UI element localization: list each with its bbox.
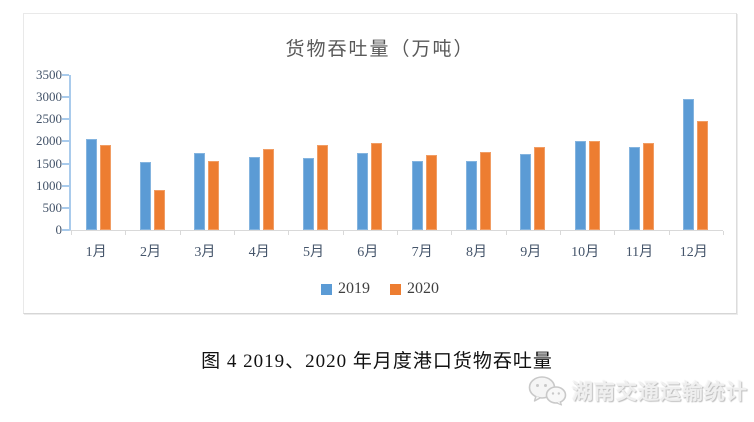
legend-item-2020: 2020 <box>390 280 439 298</box>
bar-2019-11月 <box>628 147 640 230</box>
x-tick-label: 8月 <box>465 245 487 260</box>
bar-2019-10月 <box>574 140 586 230</box>
bar-group <box>71 75 125 230</box>
bar-group <box>397 75 451 230</box>
y-tick-mark <box>62 206 69 209</box>
legend-label: 2020 <box>407 280 439 297</box>
chart-panel: 货物吞吐量（万吨） 0 500 1000 1500 2000 2500 3000 3500 1… <box>23 13 737 314</box>
x-tick-mark <box>614 231 616 235</box>
bar-2020-8月 <box>479 152 491 230</box>
watermark: 湖南交通运输统计 <box>527 375 748 406</box>
bar-2019-5月 <box>302 158 314 230</box>
y-tick-mark <box>62 184 69 187</box>
x-tick-mark <box>451 231 453 235</box>
bar-2019-1月 <box>85 138 97 230</box>
bar-2020-7月 <box>425 155 437 230</box>
bar-2020-9月 <box>534 146 546 230</box>
x-axis-labels: 1月 2月 3月 4月 5月 6月 7月 8月 9月 10月 11月 12月 <box>69 241 721 261</box>
x-tick-mark <box>125 231 127 235</box>
watermark-text: 湖南交通运输统计 <box>572 379 748 404</box>
y-tick-mark <box>62 229 69 231</box>
bar-2019-9月 <box>520 154 532 230</box>
x-tick-label: 12月 <box>679 245 708 260</box>
y-tick-mark <box>62 162 69 165</box>
y-tick-label: 3000 <box>36 89 62 105</box>
x-tick-mark <box>560 231 561 235</box>
bar-2020-1月 <box>99 145 111 230</box>
x-tick-label: 2月 <box>139 245 161 260</box>
bar-2019-7月 <box>411 161 423 230</box>
y-tick-label: 1000 <box>36 177 62 193</box>
y-axis-labels: 0 500 1000 1500 2000 2500 3000 3500 <box>24 68 63 237</box>
x-tick-mark <box>668 231 670 235</box>
bar-group <box>234 75 288 230</box>
bar-group <box>343 75 397 230</box>
y-tick-mark <box>62 74 69 76</box>
x-tick-mark <box>71 231 72 235</box>
bar-2020-12月 <box>697 120 709 230</box>
bar-2019-3月 <box>194 153 206 230</box>
bar-2020-11月 <box>642 142 654 230</box>
legend-swatch <box>321 283 332 295</box>
bar-group <box>180 75 234 230</box>
x-tick-label: 9月 <box>520 245 542 260</box>
bar-2020-4月 <box>262 149 274 230</box>
bar-2019-12月 <box>683 99 695 230</box>
x-tick-mark <box>288 231 290 235</box>
bar-2020-10月 <box>588 141 600 230</box>
y-tick-label: 0 <box>55 222 63 237</box>
bar-2019-4月 <box>248 157 260 230</box>
x-tick-mark <box>342 231 344 235</box>
bar-group <box>560 75 614 230</box>
legend-item-2019: 2019 <box>321 280 370 298</box>
x-axis-ticks <box>71 230 724 235</box>
bar-groups <box>71 75 723 230</box>
x-tick-label: 4月 <box>248 245 270 260</box>
x-tick-mark <box>397 231 398 235</box>
x-tick-label: 7月 <box>411 245 433 260</box>
bar-2020-6月 <box>371 142 383 230</box>
y-tick-label: 2000 <box>36 133 62 149</box>
bar-group <box>614 75 668 230</box>
y-tick-label: 500 <box>42 199 63 215</box>
bar-2020-2月 <box>153 190 165 230</box>
bar-group <box>451 75 505 230</box>
y-axis-ticks <box>62 74 69 231</box>
wechat-icon <box>528 376 567 406</box>
bar-group <box>288 75 342 230</box>
x-tick-label: 11月 <box>625 245 654 260</box>
y-tick-mark <box>62 96 69 99</box>
bar-group <box>506 75 560 230</box>
plot-area: 0 500 1000 1500 2000 2500 3000 3500 <box>36 68 724 237</box>
bar-2020-5月 <box>316 145 328 230</box>
y-tick-mark <box>62 118 69 121</box>
x-tick-label: 1月 <box>85 245 107 260</box>
legend-label: 2019 <box>338 280 370 297</box>
bar-group <box>669 75 723 230</box>
x-tick-label: 10月 <box>571 245 600 260</box>
x-tick-mark <box>234 231 235 235</box>
y-tick-label: 3500 <box>36 67 62 82</box>
y-tick-label: 2500 <box>36 111 62 127</box>
figure-caption: 图 4 2019、2020 年月度港口货物吞吐量 <box>201 351 553 372</box>
x-tick-mark <box>179 231 181 235</box>
bar-2020-3月 <box>208 161 220 230</box>
bar-2019-8月 <box>465 161 477 230</box>
x-tick-mark <box>723 231 724 235</box>
chart-title: 货物吞吐量（万吨） <box>285 39 475 60</box>
bar-group <box>125 75 179 230</box>
legend-swatch <box>390 283 401 295</box>
bar-2019-6月 <box>357 153 369 230</box>
bar-2019-2月 <box>139 162 151 230</box>
x-tick-mark <box>505 231 507 235</box>
x-tick-label: 6月 <box>357 245 379 260</box>
y-tick-mark <box>62 140 69 143</box>
y-tick-label: 1500 <box>36 155 62 171</box>
x-tick-label: 5月 <box>302 245 324 260</box>
x-tick-label: 3月 <box>194 245 216 260</box>
legend: 2019 2020 <box>24 280 736 298</box>
